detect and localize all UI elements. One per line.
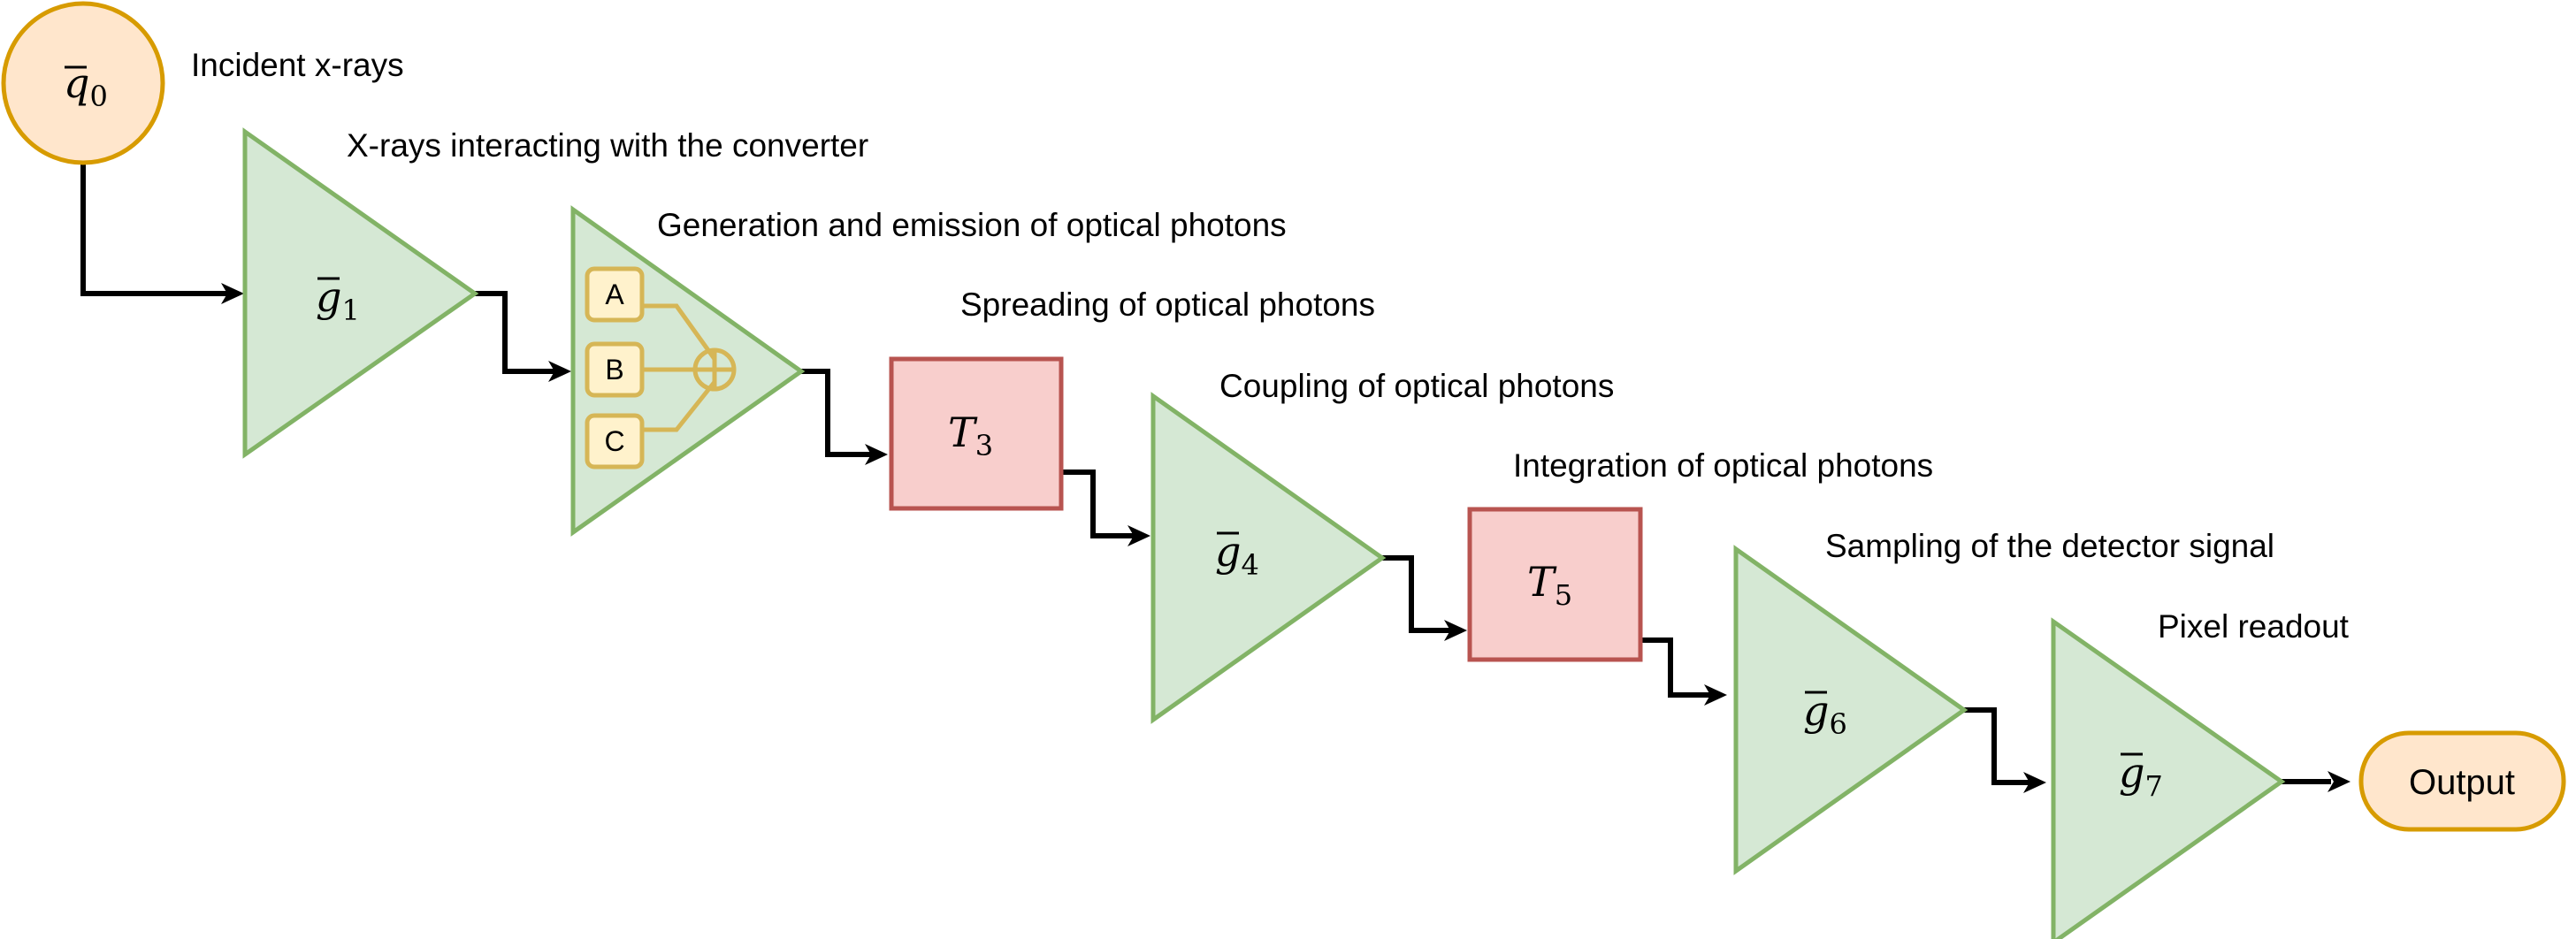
node-g2: A B C <box>570 205 806 537</box>
node-g7-subscript: 7 <box>2144 769 2162 803</box>
node-g1-symbol: g <box>316 273 341 321</box>
node-g4-subscript: 4 <box>1241 548 1258 582</box>
label-stage2: Generation and emission of optical photo… <box>657 207 1287 243</box>
node-t3-symbol: T <box>948 408 978 456</box>
svg-text:g4: g4 <box>1215 528 1259 582</box>
node-t3-subscript: 3 <box>975 429 993 462</box>
label-stage3: Spreading of optical photons <box>960 286 1375 323</box>
edge-g2-t3-arrowhead <box>865 444 888 465</box>
node-g1: g1 <box>242 127 479 459</box>
sub-box-a <box>585 266 645 323</box>
sub-box-b <box>585 341 645 398</box>
label-incident-x-rays: Incident x-rays <box>191 47 404 83</box>
svg-text:g6: g6 <box>1803 687 1847 741</box>
edge-q0-g1 <box>80 164 227 296</box>
edge-t3-g4 <box>1061 470 1134 538</box>
svg-text:T3: T3 <box>948 408 993 462</box>
node-q0-subscript: 0 <box>89 80 107 113</box>
label-stage1: X-rays interacting with the converter <box>347 127 868 164</box>
label-stage4: Coupling of optical photons <box>1219 368 1614 404</box>
svg-text:g7: g7 <box>2119 749 2163 803</box>
node-g6-symbol: g <box>1803 687 1829 735</box>
node-g6: g6 <box>1733 545 1968 875</box>
edge-g6-g7-arrowhead <box>2023 772 2046 793</box>
label-stage5: Integration of optical photons <box>1513 447 1933 484</box>
node-g7-symbol: g <box>2119 749 2144 797</box>
node-g4-symbol: g <box>1215 528 1241 576</box>
node-t5-subscript: 5 <box>1555 578 1572 612</box>
edge-t5-g6-arrowhead <box>1704 684 1727 706</box>
label-stage6: Sampling of the detector signal <box>1825 528 2274 564</box>
edge-g4-t5-arrowhead <box>1444 620 1467 641</box>
sub-connector-c <box>642 380 716 432</box>
edge-g7-output-arrowhead <box>2328 771 2351 792</box>
node-t5: T5 <box>1467 507 1643 662</box>
sub-box-c <box>585 413 645 470</box>
label-stage7: Pixel readout <box>2158 608 2350 645</box>
edge-q0-g1-arrowhead <box>221 283 244 304</box>
sub-box-a-label: A <box>605 279 624 310</box>
sub-box-b-label: B <box>605 354 623 386</box>
node-t3: T3 <box>889 356 1064 511</box>
edge-g6-g7 <box>1964 707 2029 785</box>
svg-text:g1: g1 <box>316 273 360 327</box>
sub-box-c-label: C <box>604 425 624 457</box>
node-output: Output <box>2358 730 2566 832</box>
node-t5-symbol: T <box>1527 558 1557 606</box>
node-q0: q0 <box>1 1 165 165</box>
edge-t5-g6 <box>1640 637 1710 698</box>
edge-g1-g2 <box>475 291 554 374</box>
svg-text:T5: T5 <box>1527 558 1572 612</box>
node-output-label: Output <box>2409 763 2515 802</box>
edge-g1-g2-arrowhead <box>548 361 571 382</box>
edge-g2-t3 <box>801 369 871 457</box>
edges <box>80 164 2351 793</box>
sub-connector-a <box>642 303 717 361</box>
edge-t3-g4-arrowhead <box>1127 525 1150 546</box>
node-g1-subscript: 1 <box>341 294 359 327</box>
node-g4: g4 <box>1150 392 1387 724</box>
node-g6-subscript: 6 <box>1829 707 1846 741</box>
node-g7: g7 <box>2051 617 2286 939</box>
edge-g4-t5 <box>1382 555 1450 633</box>
